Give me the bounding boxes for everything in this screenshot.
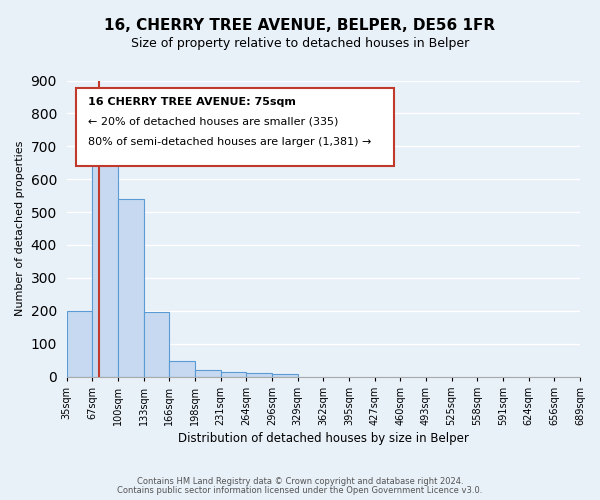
- Bar: [118, 199, 143, 376]
- Bar: [169, 361, 195, 376]
- X-axis label: Distribution of detached houses by size in Belper: Distribution of detached houses by size …: [178, 432, 469, 445]
- Bar: [247, 373, 272, 376]
- Text: Size of property relative to detached houses in Belper: Size of property relative to detached ho…: [131, 38, 469, 51]
- Bar: [92, 140, 118, 376]
- Bar: [272, 374, 298, 376]
- Text: 16, CHERRY TREE AVENUE, BELPER, DE56 1FR: 16, CHERRY TREE AVENUE, BELPER, DE56 1FR: [104, 18, 496, 32]
- Text: Contains public sector information licensed under the Open Government Licence v3: Contains public sector information licen…: [118, 486, 482, 495]
- Bar: [67, 310, 92, 376]
- Text: Contains HM Land Registry data © Crown copyright and database right 2024.: Contains HM Land Registry data © Crown c…: [137, 477, 463, 486]
- Text: 16 CHERRY TREE AVENUE: 75sqm: 16 CHERRY TREE AVENUE: 75sqm: [88, 97, 296, 107]
- Y-axis label: Number of detached properties: Number of detached properties: [15, 141, 25, 316]
- Bar: [143, 312, 169, 376]
- Bar: [195, 370, 221, 376]
- Bar: [221, 372, 247, 376]
- Text: 80% of semi-detached houses are larger (1,381) →: 80% of semi-detached houses are larger (…: [88, 137, 371, 147]
- Text: ← 20% of detached houses are smaller (335): ← 20% of detached houses are smaller (33…: [88, 117, 338, 127]
